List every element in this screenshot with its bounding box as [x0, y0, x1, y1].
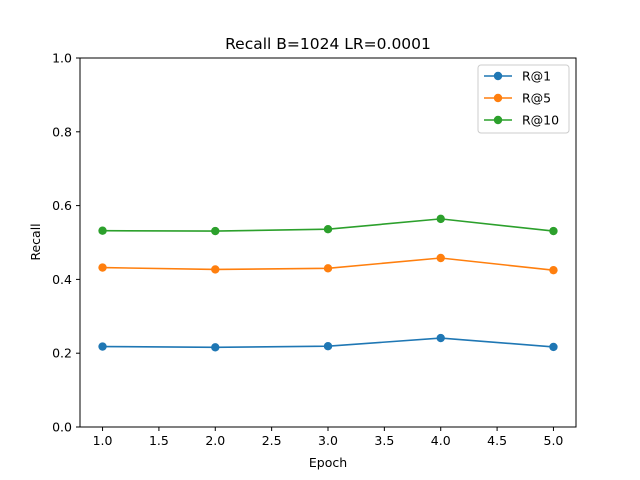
- data-point: [549, 226, 558, 236]
- x-tick-label: 1.5: [149, 433, 169, 448]
- chart-title: Recall B=1024 LR=0.0001: [225, 35, 431, 53]
- data-point: [98, 342, 107, 351]
- data-point: [211, 343, 220, 352]
- y-axis-label: Recall: [28, 223, 43, 260]
- legend-box: [477, 64, 570, 134]
- x-tick-label: 2.5: [262, 433, 282, 448]
- x-tick-label: 3.5: [374, 433, 394, 448]
- x-tick-label: 2.0: [205, 433, 225, 448]
- x-tick-label: 4.5: [487, 433, 507, 448]
- y-tick-label: 0.2: [52, 346, 72, 361]
- legend-label: R@1: [522, 69, 551, 84]
- x-tick-label: 4.0: [431, 433, 451, 448]
- legend-label: R@5: [522, 91, 551, 106]
- data-point: [211, 265, 220, 274]
- legend-marker: [493, 71, 503, 81]
- data-point: [436, 253, 445, 263]
- y-tick-label: 1.0: [52, 51, 72, 66]
- legend-label: R@10: [522, 113, 559, 128]
- y-tick-label: 0.0: [52, 420, 72, 435]
- data-point: [211, 226, 220, 236]
- data-point: [98, 226, 107, 235]
- x-tick-label: 3.0: [318, 433, 338, 448]
- legend-marker: [493, 93, 503, 103]
- data-point: [436, 333, 445, 343]
- data-point: [323, 341, 333, 351]
- data-point: [323, 225, 333, 234]
- y-tick-label: 0.6: [52, 198, 72, 213]
- x-tick-label: 5.0: [544, 433, 564, 448]
- data-point: [549, 265, 558, 275]
- legend: R@1 R@5 R@10: [477, 64, 570, 134]
- x-axis-label: Epoch: [309, 455, 347, 470]
- y-tick-label: 0.8: [52, 124, 72, 139]
- data-point: [549, 342, 558, 352]
- data-point: [98, 263, 107, 272]
- axes-frame: [79, 57, 577, 428]
- plot-area: 1.0 1.5 2.0 2.5 3.0 3.5 4.0 4.5 5.0 0.0 0.2 0.4 0.6 0…: [52, 51, 577, 448]
- x-tick-label: 1.0: [93, 433, 113, 448]
- legend-marker: [493, 115, 503, 125]
- data-point: [436, 214, 445, 224]
- data-point: [323, 264, 333, 273]
- y-tick-label: 0.4: [52, 272, 72, 287]
